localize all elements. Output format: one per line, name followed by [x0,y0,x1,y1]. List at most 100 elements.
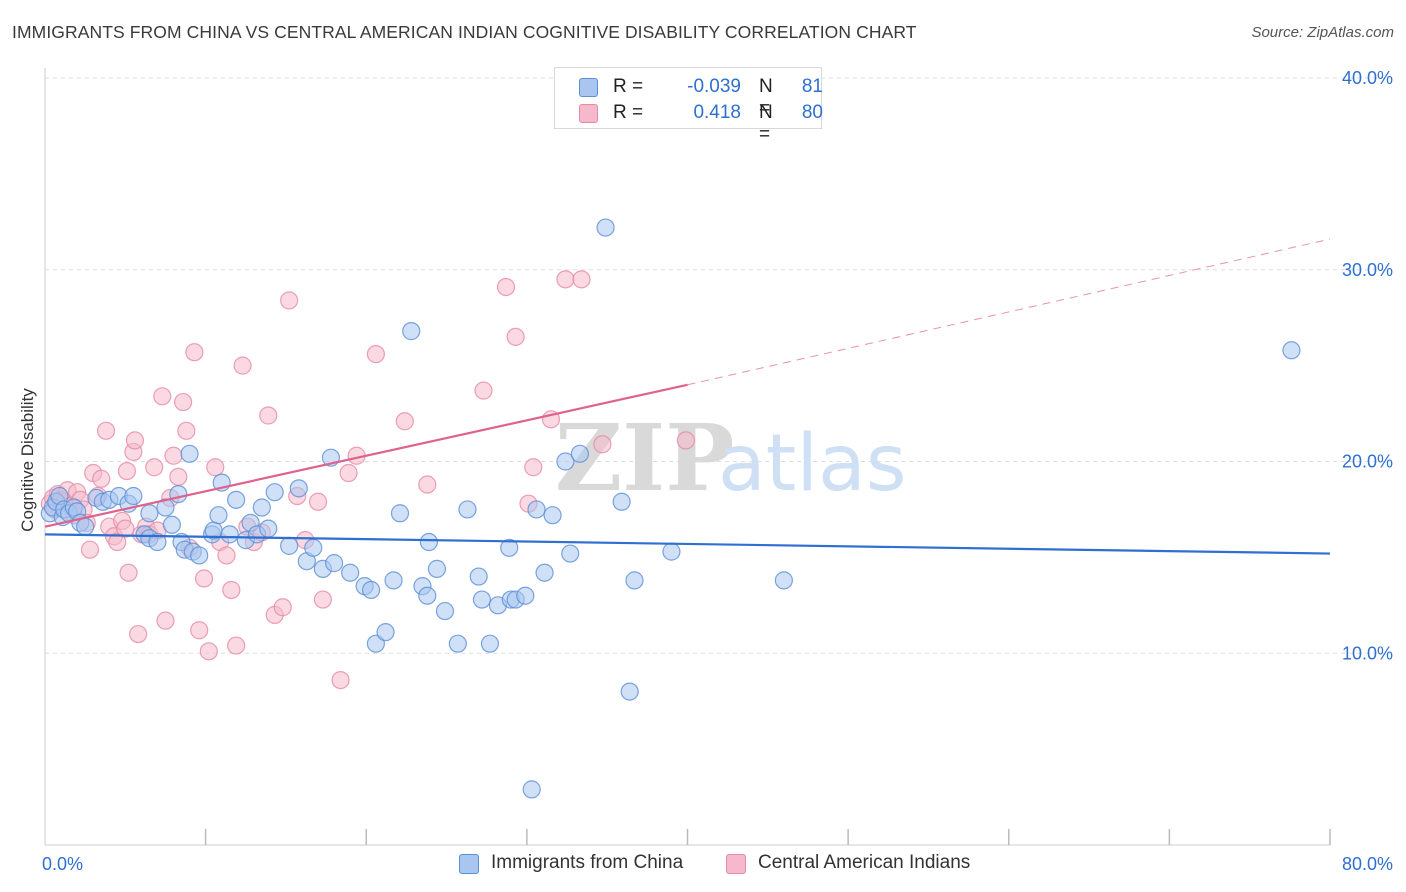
central-american-indian-point [96,421,116,440]
china-point [612,492,631,511]
china-point [469,567,488,586]
watermark-atlas: atlas [718,419,907,509]
china-point [390,504,410,523]
r-value: 0.418 [693,102,741,123]
central-american-indian-point [92,469,111,488]
central-american-indian-point [395,412,414,431]
n-label: N = [759,102,773,145]
x-tick-label: 0.0% [42,854,83,874]
central-american-indian-point [280,291,299,310]
x-tick-label: 80.0% [1342,854,1393,874]
chart-title: IMMIGRANTS FROM CHINA VS CENTRAL AMERICA… [12,22,917,42]
china-point [472,590,491,609]
central-american-indian-point [259,406,278,425]
central-american-indian-point [556,270,575,289]
china-point [448,634,467,653]
central-american-indian-point [339,463,358,483]
china-point [361,580,381,600]
source-credit: Source: ZipAtlas.com [1251,24,1394,41]
china-point [500,538,519,557]
r-value: -0.039 [687,76,741,97]
china-point [480,634,500,653]
central-american-indian-point [145,458,164,477]
legend-swatch-pink [579,104,598,123]
central-american-indian-point [474,381,493,400]
china-point [280,536,299,555]
central-american-indian-point [190,621,209,640]
r-label: R = [613,76,644,97]
china-point [535,563,554,582]
china-point [148,532,167,552]
axes [44,68,1331,846]
y-axis-label: Cognitive Disability [18,388,37,532]
central-american-indian-point [222,580,241,600]
china-point [180,444,199,463]
trend-lines [44,238,1331,555]
china-point [259,519,278,538]
china-point [325,554,344,573]
central-american-indian-point [233,356,252,375]
r-label: R = [613,102,644,123]
series-legend: Immigrants from China Central American I… [0,852,1406,878]
central-american-indian-point [572,270,591,289]
y-tick-label: 10.0% [1342,643,1393,663]
china-point [419,532,438,552]
central-american-indian-point [273,598,292,617]
y-tick-label: 40.0% [1342,68,1393,88]
central-american-indian-point [80,540,100,559]
y-tick-label: 30.0% [1342,260,1393,280]
central-american-indian-point [169,467,188,486]
legend-swatch-blue [579,78,598,97]
china-point [620,682,639,701]
china-point [140,504,159,523]
grid-lines [45,77,1390,654]
china-point [402,322,421,341]
central-american-indian-point [156,611,175,630]
trend-line-extension [687,238,1331,386]
central-american-indian-point [593,435,612,454]
china-point [220,525,239,544]
central-american-indian-point [331,670,350,690]
central-american-indian-point [206,458,225,477]
china-point [162,515,181,534]
central-american-indian-point [418,475,437,494]
central-american-indian-point [313,590,332,609]
trend-line-central-american-indians [44,383,688,528]
china-point [516,586,535,605]
central-american-indian-point [108,532,127,552]
central-american-indian-point [496,277,516,297]
china-point [76,517,95,536]
china-point [289,479,308,498]
legend-label: Central American Indians [758,852,971,873]
china-point [458,500,477,519]
china-point [190,546,209,565]
central-american-indian-point [676,431,695,450]
central-american-indian-point [308,492,328,511]
series-immigrants-from-china [40,218,1301,799]
china-point [384,571,403,590]
central-american-indian-point [185,343,204,362]
central-american-indian-point [116,519,135,538]
n-label: N = [759,76,773,119]
china-point [662,542,681,561]
china-point [418,586,437,605]
central-american-indian-point [153,387,172,406]
china-point [169,484,188,504]
central-american-indian-point [199,642,218,661]
china-point [543,506,562,525]
central-american-indian-point [177,421,196,440]
central-american-indian-point [366,345,385,364]
y-tick-label: 20.0% [1342,452,1393,472]
china-point [527,500,546,519]
stats-legend: R = -0.039 N = 81 R = 0.418 N = 80 [554,67,823,145]
central-american-indian-point [194,569,214,588]
china-point [774,571,793,590]
china-point [265,483,284,502]
china-point [556,452,575,471]
china-point [209,506,228,525]
china-point [1282,341,1301,360]
tick-labels: 10.0% 20.0% 30.0% 40.0% 0.0% 80.0% [42,68,1393,874]
china-point [427,559,447,578]
china-point [625,571,644,590]
china-point [522,780,541,799]
